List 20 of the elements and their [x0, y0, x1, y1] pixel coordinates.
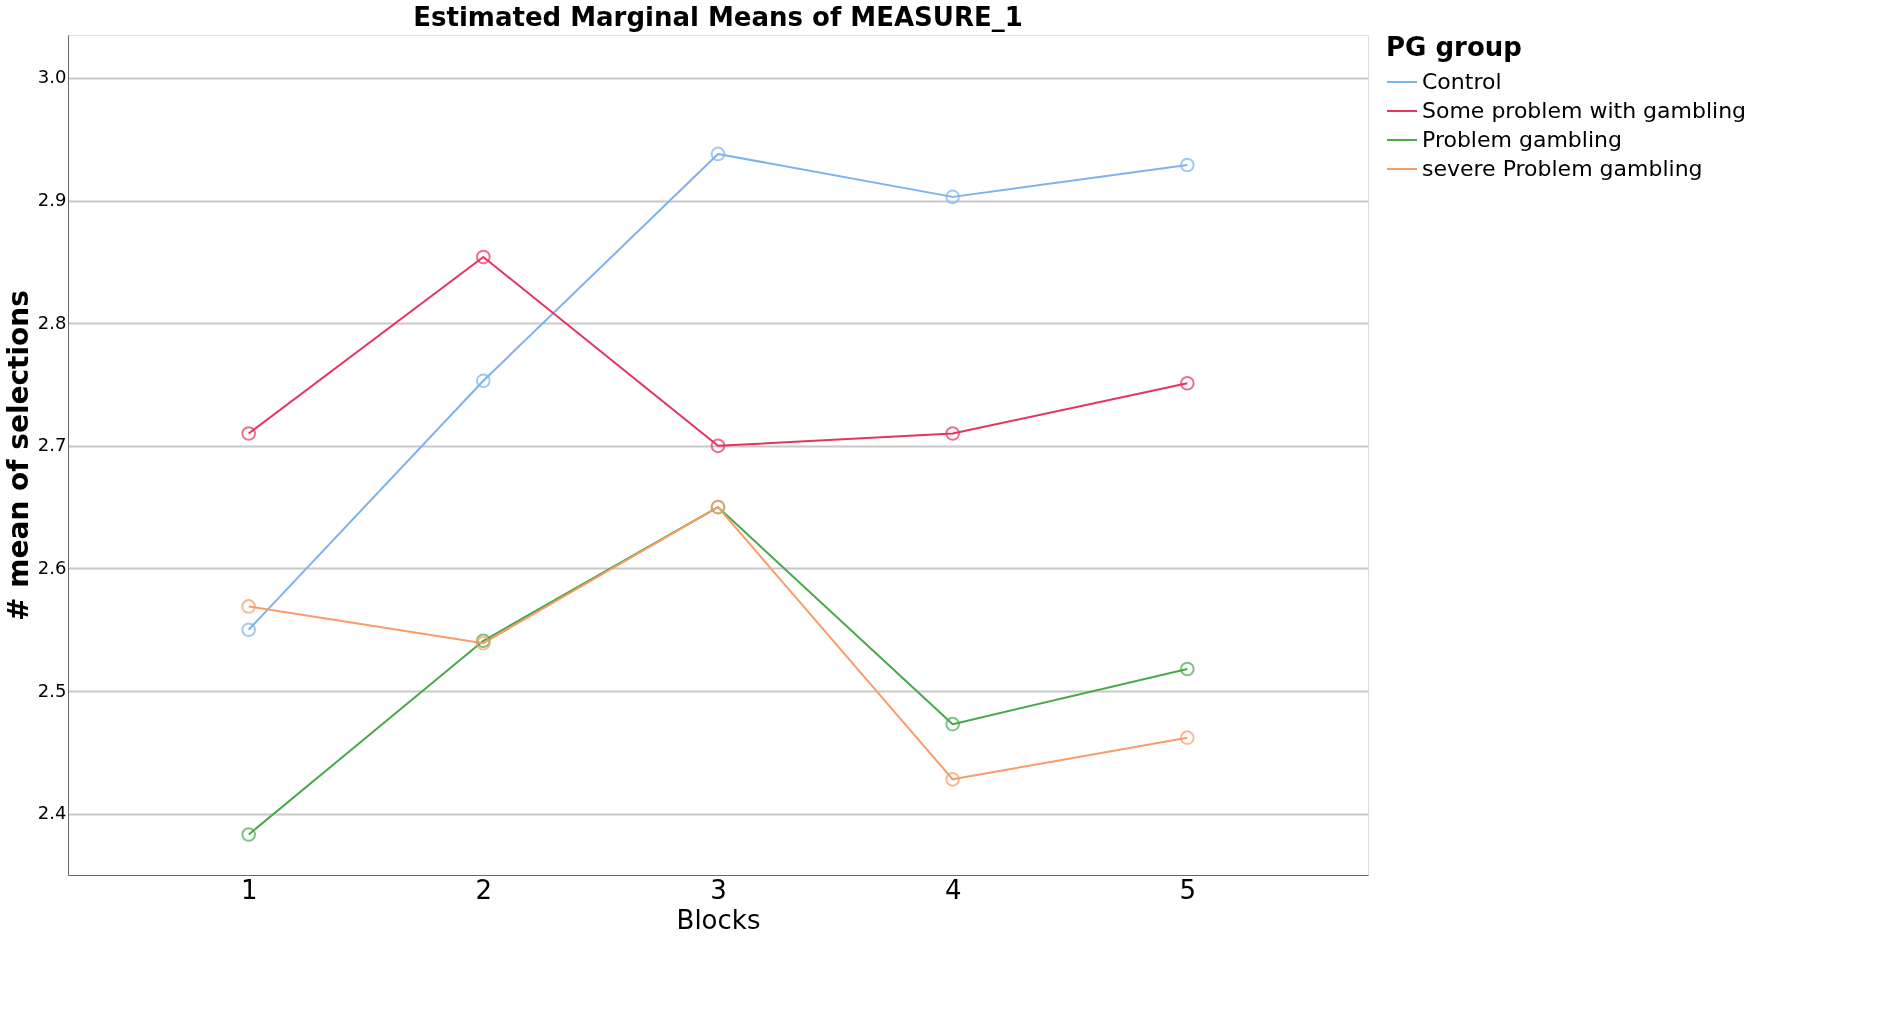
- y-tick-label: 3.0: [37, 66, 67, 88]
- y-tick-label: 2.9: [37, 189, 67, 211]
- x-tick-label: 2: [475, 874, 493, 905]
- legend-title: PG group: [1386, 32, 1522, 62]
- legend-label: Some problem with gambling: [1422, 98, 1747, 123]
- legend-label: Control: [1422, 69, 1502, 94]
- legend-label: severe Problem gambling: [1422, 156, 1703, 181]
- y-axis-title: # mean of selections: [1, 290, 35, 621]
- y-tick-label: 2.7: [37, 434, 67, 456]
- x-tick-label: 4: [944, 874, 962, 905]
- y-tick-label: 2.8: [37, 311, 67, 333]
- legend-label: Problem gambling: [1422, 127, 1622, 152]
- x-tick-label: 1: [240, 874, 258, 905]
- y-tick-label: 2.6: [37, 556, 67, 578]
- x-tick-label: 3: [710, 874, 727, 905]
- chart-title: Estimated Marginal Means of MEASURE_1: [413, 2, 1023, 32]
- x-axis-title: Blocks: [676, 904, 761, 935]
- y-tick-label: 2.5: [37, 679, 67, 701]
- y-tick-label: 2.4: [37, 802, 67, 824]
- x-tick-label: 5: [1179, 874, 1197, 905]
